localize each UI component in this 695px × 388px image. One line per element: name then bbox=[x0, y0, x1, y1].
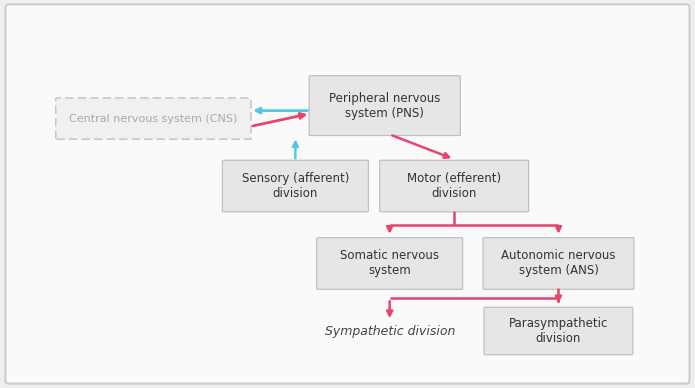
Text: Central nervous system (CNS): Central nervous system (CNS) bbox=[70, 114, 238, 123]
Text: Parasympathetic
division: Parasympathetic division bbox=[509, 317, 608, 345]
FancyBboxPatch shape bbox=[379, 160, 529, 212]
Text: Sensory (afferent)
division: Sensory (afferent) division bbox=[242, 172, 349, 200]
Text: Peripheral nervous
system (PNS): Peripheral nervous system (PNS) bbox=[329, 92, 441, 120]
FancyBboxPatch shape bbox=[484, 307, 633, 355]
Text: Autonomic nervous
system (ANS): Autonomic nervous system (ANS) bbox=[501, 249, 616, 277]
FancyBboxPatch shape bbox=[56, 98, 251, 139]
FancyBboxPatch shape bbox=[483, 238, 634, 289]
FancyBboxPatch shape bbox=[6, 4, 689, 384]
Text: Sympathetic division: Sympathetic division bbox=[325, 324, 455, 338]
FancyBboxPatch shape bbox=[222, 160, 368, 212]
FancyBboxPatch shape bbox=[317, 238, 463, 289]
FancyBboxPatch shape bbox=[309, 76, 460, 135]
Text: Motor (efferent)
division: Motor (efferent) division bbox=[407, 172, 501, 200]
Text: Somatic nervous
system: Somatic nervous system bbox=[340, 249, 439, 277]
